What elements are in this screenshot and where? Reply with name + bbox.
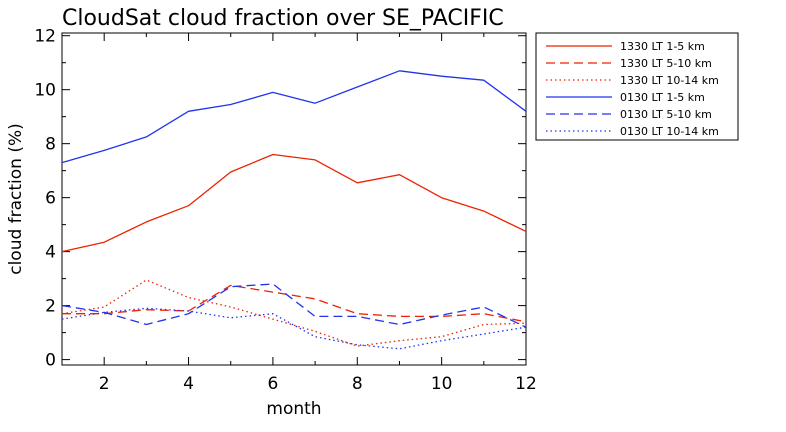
legend-label-2: 1330 LT 10-14 km xyxy=(620,74,719,87)
x-tick-label-5: 12 xyxy=(515,374,537,394)
series-line-5 xyxy=(61,307,527,350)
legend-label-3: 0130 LT 1-5 km xyxy=(620,91,705,104)
series-line-3 xyxy=(61,70,527,164)
y-axis-label: cloud fraction (%) xyxy=(6,123,26,275)
legend: 1330 LT 1-5 km 1330 LT 5-10 km 1330 LT 10-… xyxy=(535,32,739,141)
y-tick-label-3: 6 xyxy=(45,189,56,209)
y-tick-label-1: 2 xyxy=(45,297,56,317)
axis-ticks: 2 4 6 8 10 12 0 2 4 6 8 10 12 xyxy=(34,27,536,394)
x-tick-label-4: 10 xyxy=(431,374,453,394)
x-tick-label-2: 6 xyxy=(267,374,278,394)
series-line-2 xyxy=(61,279,527,347)
plot-frame xyxy=(61,32,527,366)
legend-label-4: 0130 LT 5-10 km xyxy=(620,108,712,121)
y-tick-label-2: 4 xyxy=(45,243,56,263)
legend-label-0: 1330 LT 1-5 km xyxy=(620,40,705,53)
series-line-1 xyxy=(62,284,527,323)
x-tick-label-1: 4 xyxy=(183,374,194,394)
legend-label-5: 0130 LT 10-14 km xyxy=(620,125,719,138)
y-tick-label-0: 0 xyxy=(45,351,56,371)
chart-title: CloudSat cloud fraction over SE_PACIFIC xyxy=(62,6,504,31)
series-lines xyxy=(61,70,527,350)
x-tick-label-0: 2 xyxy=(99,374,110,394)
x-tick-label-3: 8 xyxy=(352,374,363,394)
legend-label-1: 1330 LT 5-10 km xyxy=(620,57,712,70)
series-line-4 xyxy=(61,283,527,328)
y-tick-label-5: 10 xyxy=(34,81,56,101)
y-tick-label-6: 12 xyxy=(34,27,56,47)
legend-box xyxy=(535,32,739,141)
y-tick-label-4: 8 xyxy=(45,135,56,155)
x-axis-label: month xyxy=(266,399,321,419)
series-line-0 xyxy=(61,153,527,253)
